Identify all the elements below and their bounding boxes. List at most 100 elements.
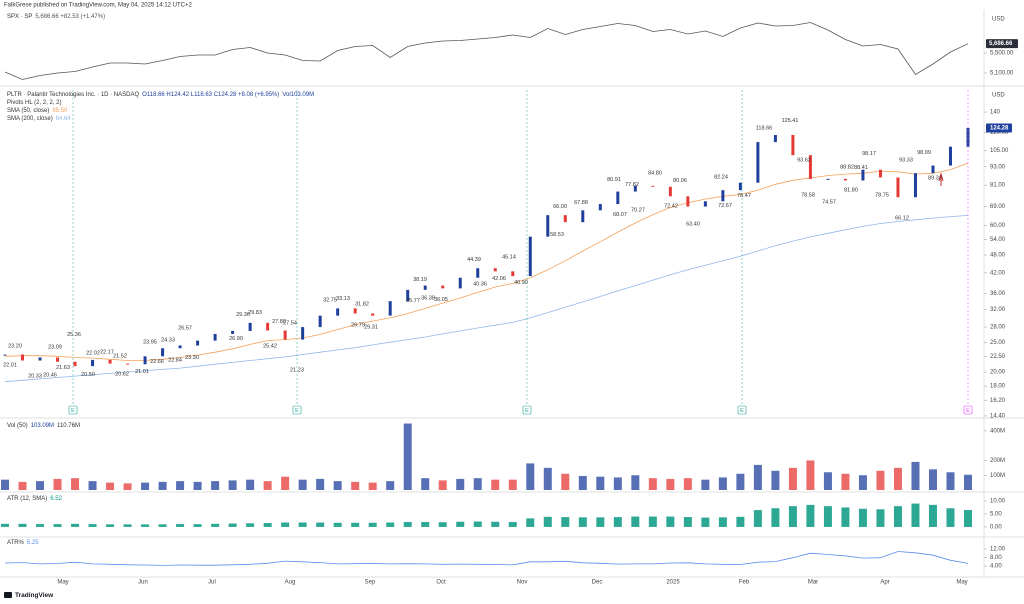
bar [911, 461, 920, 490]
bar [858, 508, 867, 527]
bar [176, 524, 185, 527]
pivot-label: 26.90 [229, 336, 243, 342]
bar [123, 483, 132, 490]
y-tick-label: 100M [990, 473, 1005, 479]
legend-part: Vol103.09M [282, 92, 314, 98]
bar [438, 480, 447, 490]
candle [406, 289, 410, 302]
pivot-label: 118.66 [756, 126, 772, 132]
bar [438, 522, 447, 527]
pivot-label: 78.58 [801, 193, 815, 199]
axis-unit: USD [992, 93, 1005, 99]
legend: PLTR · Palantir Technologies Inc. · 1D ·… [7, 92, 314, 98]
line [4, 22, 969, 80]
y-tick-label: 22.50 [990, 354, 1006, 360]
candle [388, 301, 392, 316]
pivot-label: 29.31 [364, 324, 378, 330]
candle [861, 169, 865, 181]
candle [248, 322, 252, 331]
earnings-label: E [740, 408, 744, 414]
bar [771, 470, 780, 490]
y-tick-label: 60.00 [990, 223, 1006, 229]
logo-text: TradingView [15, 592, 54, 599]
bar [736, 473, 745, 490]
candle [511, 271, 515, 277]
candle [126, 363, 130, 365]
candle [283, 330, 287, 340]
candle [913, 173, 917, 198]
bar [631, 516, 640, 527]
legend-part: ATR (12, SMA) [7, 496, 47, 502]
bar [858, 475, 867, 490]
legend: Pivots HL (2, 2, 2, 2) [7, 100, 61, 106]
y-tick-label: 0.00 [990, 525, 1002, 531]
legend-part: ATR% [7, 540, 25, 546]
legend-part: Pivots HL (2, 2, 2, 2) [7, 100, 61, 106]
x-tick-label: May [57, 580, 68, 586]
bar [701, 479, 710, 490]
bar [701, 517, 710, 527]
x-tick-label: Jun [138, 580, 148, 586]
candle [493, 268, 497, 272]
candle [528, 236, 532, 277]
bar [561, 517, 570, 527]
legend-part: 64.64 [56, 116, 72, 122]
candle [56, 357, 60, 362]
candle [476, 268, 480, 278]
pivot-label: 93.33 [899, 158, 913, 164]
bar [491, 479, 500, 490]
y-tick-label: 18.00 [990, 384, 1006, 390]
pivot-label: 26.57 [178, 326, 192, 332]
pivot-label: 89.31 [928, 176, 942, 182]
pivot-label: 24.33 [161, 337, 175, 343]
bar [718, 477, 727, 490]
pivot-label: 77.82 [625, 182, 639, 188]
bar [456, 478, 465, 490]
pivot-label: 42.06 [492, 276, 506, 282]
pivot-label: 67.88 [574, 200, 588, 206]
pivot-label: 66.00 [553, 204, 567, 210]
candle [948, 146, 952, 166]
candle [108, 359, 112, 364]
earnings-label: E [966, 408, 970, 414]
bar [403, 423, 412, 490]
bar [298, 479, 307, 490]
bar [893, 467, 902, 490]
bar [543, 467, 552, 490]
y-tick-label: 5.00 [990, 512, 1002, 518]
pivot-label: 93.62 [797, 157, 811, 163]
legend-part: SMA (50, close) [7, 108, 49, 114]
candle [773, 134, 777, 143]
pivot-label: 27.54 [283, 321, 297, 327]
y-tick-label: 54.00 [990, 237, 1006, 243]
earnings-label: E [525, 408, 529, 414]
x-tick-label: Feb [739, 580, 750, 586]
y-tick-label: 4.00 [990, 564, 1002, 570]
pivot-label: 23.30 [185, 355, 199, 361]
pivot-label: 45.14 [502, 255, 516, 261]
bar [648, 478, 657, 490]
sma-line [4, 215, 969, 383]
candle [738, 182, 742, 191]
y-tick-label: 42.00 [990, 270, 1006, 276]
bar [176, 481, 185, 490]
y-tick-label: 140 [990, 110, 1001, 116]
legend-part: 5.25 [27, 540, 39, 546]
legend-part: 95.50 [52, 108, 68, 114]
bar [964, 510, 972, 527]
legend-part: O118.66 H124.42 L118.63 C124.28 +8.08 (+… [142, 92, 279, 98]
bar [403, 522, 412, 527]
candle [896, 177, 900, 198]
bar [788, 506, 797, 527]
pivot-label: 58.53 [550, 232, 564, 238]
bar [508, 479, 517, 490]
candle [598, 204, 602, 211]
pivot-label: 82.24 [714, 175, 728, 181]
candle [546, 215, 550, 237]
bar [876, 470, 885, 490]
earnings-badge [963, 405, 973, 415]
pivot-label: 23.95 [143, 339, 157, 345]
pivot-label: 23.09 [48, 344, 62, 350]
candle [318, 315, 322, 328]
